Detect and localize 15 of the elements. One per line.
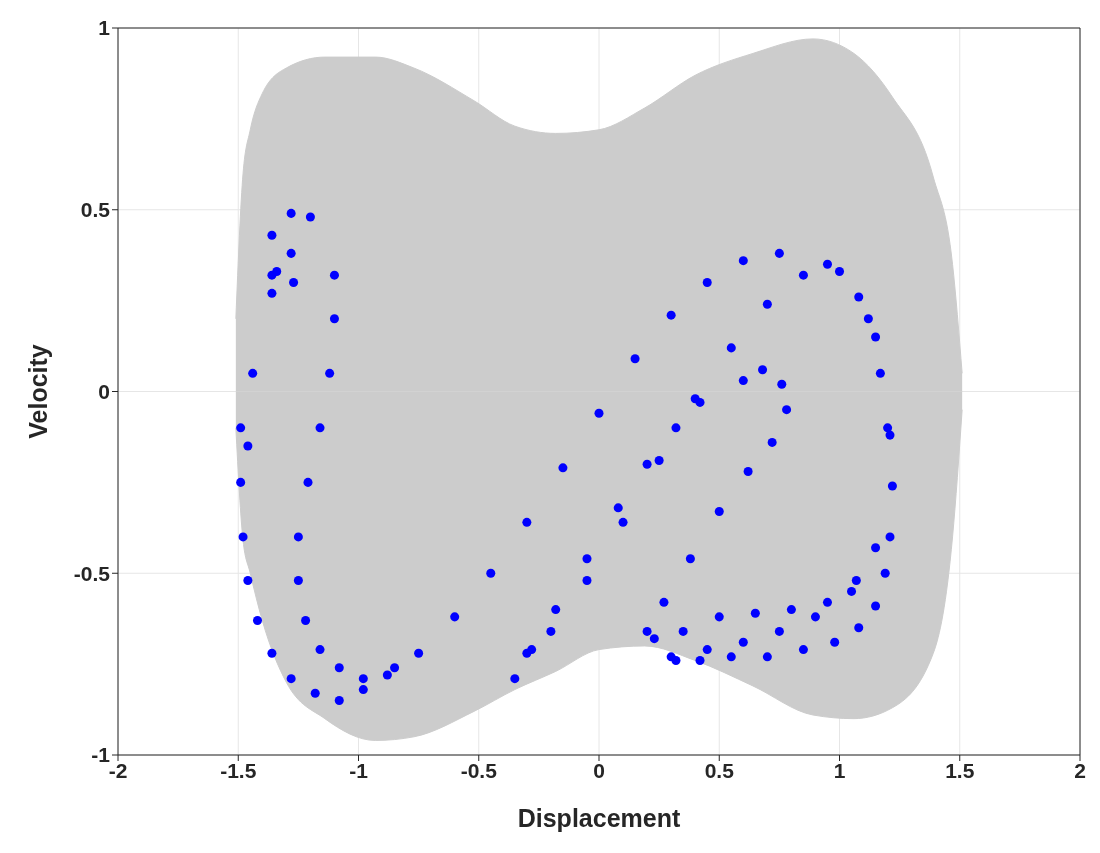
- x-tick-label: 1: [833, 758, 846, 782]
- y-tick-label: 1: [98, 16, 111, 40]
- y-tick-label: 0: [98, 379, 110, 403]
- y-tick-label: -1: [91, 743, 111, 767]
- x-axis-title: Displacement: [517, 804, 681, 832]
- x-tick-label: 2: [1074, 758, 1086, 782]
- x-tick-label: 0.5: [704, 758, 735, 782]
- x-tick-label: -1: [349, 758, 369, 782]
- x-tick-label: -1.5: [220, 758, 257, 782]
- y-axis-title: Velocity: [23, 344, 52, 439]
- y-tick-label: -0.5: [73, 561, 111, 585]
- x-tick-label: 1.5: [945, 758, 975, 782]
- x-tick-label: 0: [593, 758, 605, 782]
- x-tick-label: -0.5: [460, 758, 498, 782]
- y-tick-label: 0.5: [80, 198, 111, 222]
